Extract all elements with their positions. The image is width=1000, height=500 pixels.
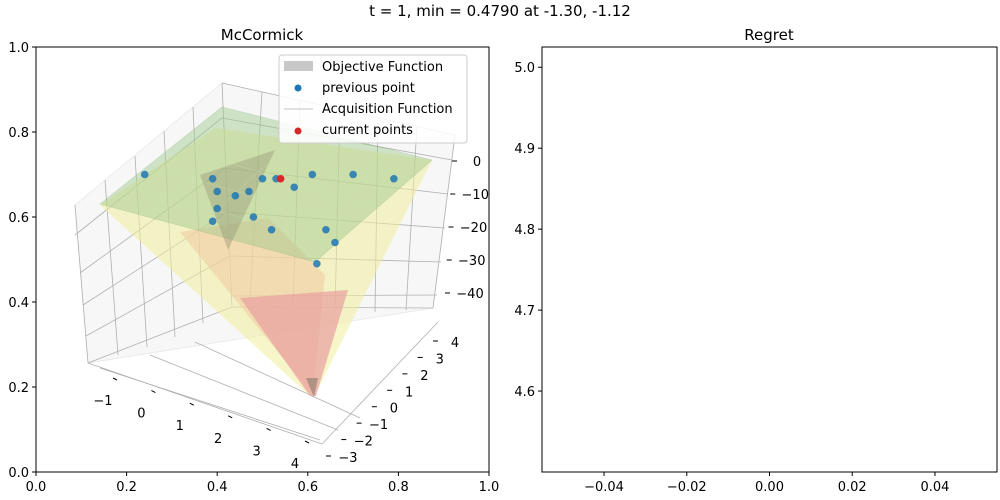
axis3d-x-tick bbox=[304, 440, 310, 444]
legend-acquisition-label: Acquisition Function bbox=[322, 102, 453, 117]
previous-point bbox=[231, 191, 240, 200]
previous-point bbox=[245, 187, 253, 196]
axis3d-x-tick-label: 0 bbox=[137, 407, 145, 422]
left-y-tick-label: 0.2 bbox=[8, 381, 29, 396]
regret-panel: Regret −0.04 −0.02 0.00 0.02 0.04 4.6 4.7 4.8 4.… bbox=[514, 26, 998, 495]
previous-point bbox=[213, 187, 221, 196]
objective-surface-fold bbox=[200, 150, 275, 250]
axis3d-y-tick-label: 3 bbox=[436, 352, 444, 367]
previous-point bbox=[331, 238, 339, 247]
regret-y-tick-label: 4.8 bbox=[514, 223, 535, 238]
previous-point bbox=[349, 170, 357, 179]
regret-title: Regret bbox=[744, 26, 794, 44]
regret-ticks: −0.04 −0.02 0.00 0.02 0.04 4.6 4.7 4.8 4.9 5.0 bbox=[514, 61, 949, 495]
previous-point bbox=[213, 204, 221, 213]
mccormick-panel: McCormick 0.0 0.2 0.4 0.6 0.8 1.0 0.0 0.2 0.4 0.6… bbox=[8, 26, 499, 495]
legend-objective-label: Objective Function bbox=[322, 60, 443, 75]
previous-point bbox=[322, 225, 330, 234]
axis3d-x-tick bbox=[189, 402, 195, 406]
left-x-tick-label: 0.2 bbox=[116, 480, 137, 495]
axis3d-y-tick-label: −3 bbox=[338, 451, 357, 466]
axis3d-z-tick-label: −30 bbox=[458, 254, 485, 269]
left-x-tick-label: 0.0 bbox=[26, 480, 47, 495]
mccormick-2d-ticks: 0.0 0.2 0.4 0.6 0.8 1.0 0.0 0.2 0.4 0.6 0.8 1.0 bbox=[8, 41, 499, 495]
previous-point bbox=[308, 170, 317, 179]
left-x-tick-label: 0.4 bbox=[207, 480, 228, 495]
axis3d-x-tick-label: 3 bbox=[252, 444, 260, 459]
axis3d-y-tick-label: 1 bbox=[405, 385, 413, 400]
legend-current-marker bbox=[294, 127, 302, 135]
axis3d-x-tick-label: 2 bbox=[214, 432, 222, 447]
legend-previous-marker bbox=[294, 84, 302, 92]
axis3d-x-tick-label: 4 bbox=[291, 457, 299, 472]
legend-current-label: current points bbox=[322, 123, 413, 138]
axis3d-y-tick-label: −2 bbox=[354, 435, 373, 450]
acquisition-minimum bbox=[306, 378, 318, 397]
regret-y-tick-label: 4.7 bbox=[514, 304, 535, 319]
previous-point bbox=[313, 259, 321, 268]
regret-y-tick-label: 5.0 bbox=[514, 61, 535, 76]
mccormick-title: McCormick bbox=[221, 26, 304, 44]
regret-x-tick-label: −0.02 bbox=[667, 480, 707, 495]
legend-objective-patch bbox=[284, 61, 313, 71]
regret-x-tick-label: −0.04 bbox=[584, 480, 624, 495]
axis3d-x-tick bbox=[112, 377, 118, 381]
axis3d-y-tick-label: 4 bbox=[451, 336, 459, 351]
left-y-tick-label: 0.6 bbox=[8, 211, 29, 226]
previous-point bbox=[290, 183, 299, 192]
previous-point bbox=[390, 174, 398, 183]
previous-point bbox=[249, 213, 258, 221]
acquisition-surface-low bbox=[240, 290, 348, 396]
regret-x-tick-label: 0.02 bbox=[838, 480, 867, 495]
left-y-tick-label: 0.8 bbox=[8, 126, 29, 141]
axis3d-y-tick-label: −1 bbox=[369, 418, 388, 433]
axis3d-z-tick-label: −10 bbox=[462, 188, 489, 203]
objective-mesh bbox=[123, 120, 400, 253]
left-y-tick-label: 0.4 bbox=[8, 296, 29, 311]
axis3d-x-tick bbox=[227, 415, 233, 419]
figure-suptitle: t = 1, min = 0.4790 at -1.30, -1.12 bbox=[369, 2, 631, 20]
left-x-tick-label: 0.6 bbox=[297, 480, 318, 495]
mccormick-legend: Objective Function previous point Acquis… bbox=[278, 54, 468, 144]
current-point bbox=[276, 174, 285, 183]
axis3d-x-tick bbox=[151, 390, 156, 394]
regret-y-tick-label: 4.6 bbox=[514, 385, 535, 400]
legend-previous-label: previous point bbox=[322, 81, 415, 96]
current-points bbox=[276, 174, 285, 183]
previous-point bbox=[140, 170, 149, 179]
previous-point bbox=[267, 225, 276, 234]
axis3d-z-ticks: 0 −10 −20 −30 −40 bbox=[445, 155, 489, 302]
previous-point bbox=[208, 174, 217, 183]
axis3d-z-tick-label: −40 bbox=[456, 287, 483, 302]
axis3d-x-tick-label: −1 bbox=[93, 394, 112, 409]
left-y-tick-label: 1.0 bbox=[8, 41, 29, 56]
regret-x-tick-label: 0.00 bbox=[755, 480, 784, 495]
objective-surface bbox=[99, 106, 433, 263]
regret-plot-frame bbox=[541, 46, 998, 473]
left-x-tick-label: 0.8 bbox=[388, 480, 409, 495]
regret-y-tick-label: 4.9 bbox=[514, 142, 535, 157]
axis3d-x-ticks: −1 0 1 2 3 4 bbox=[93, 377, 310, 472]
axis3d-z-tick-label: 0 bbox=[473, 155, 481, 170]
previous-point bbox=[258, 174, 267, 183]
axis3d-z-tick-label: −20 bbox=[460, 221, 487, 236]
axis3d-x-tick-label: 1 bbox=[176, 419, 184, 434]
regret-x-tick-label: 0.04 bbox=[920, 480, 949, 495]
legend-box bbox=[278, 54, 468, 144]
axis3d-x-tick bbox=[266, 427, 271, 431]
left-y-tick-label: 0.0 bbox=[8, 466, 29, 481]
axis3d-y-tick-label: 0 bbox=[390, 402, 398, 417]
left-x-tick-label: 1.0 bbox=[479, 480, 500, 495]
axis3d-y-tick-label: 2 bbox=[420, 369, 428, 384]
previous-point bbox=[208, 217, 217, 226]
